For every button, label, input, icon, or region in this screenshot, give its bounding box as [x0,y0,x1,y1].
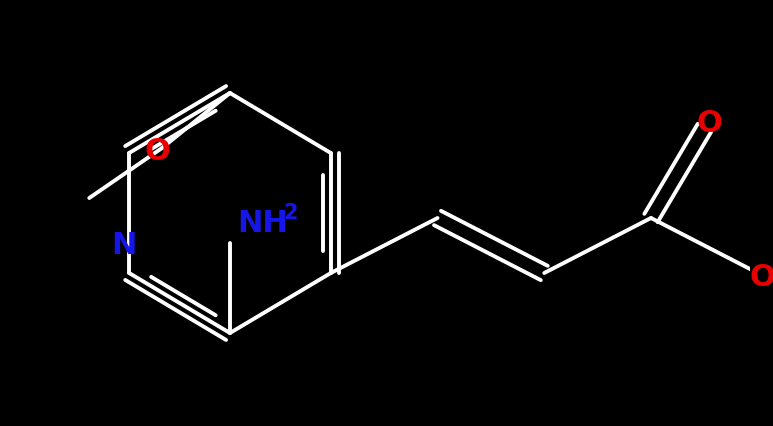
Text: 2: 2 [284,203,298,223]
Text: N: N [111,230,137,259]
Text: O: O [145,136,170,165]
Text: NH: NH [238,208,288,238]
Text: O: O [696,109,722,138]
Text: O: O [750,264,773,293]
